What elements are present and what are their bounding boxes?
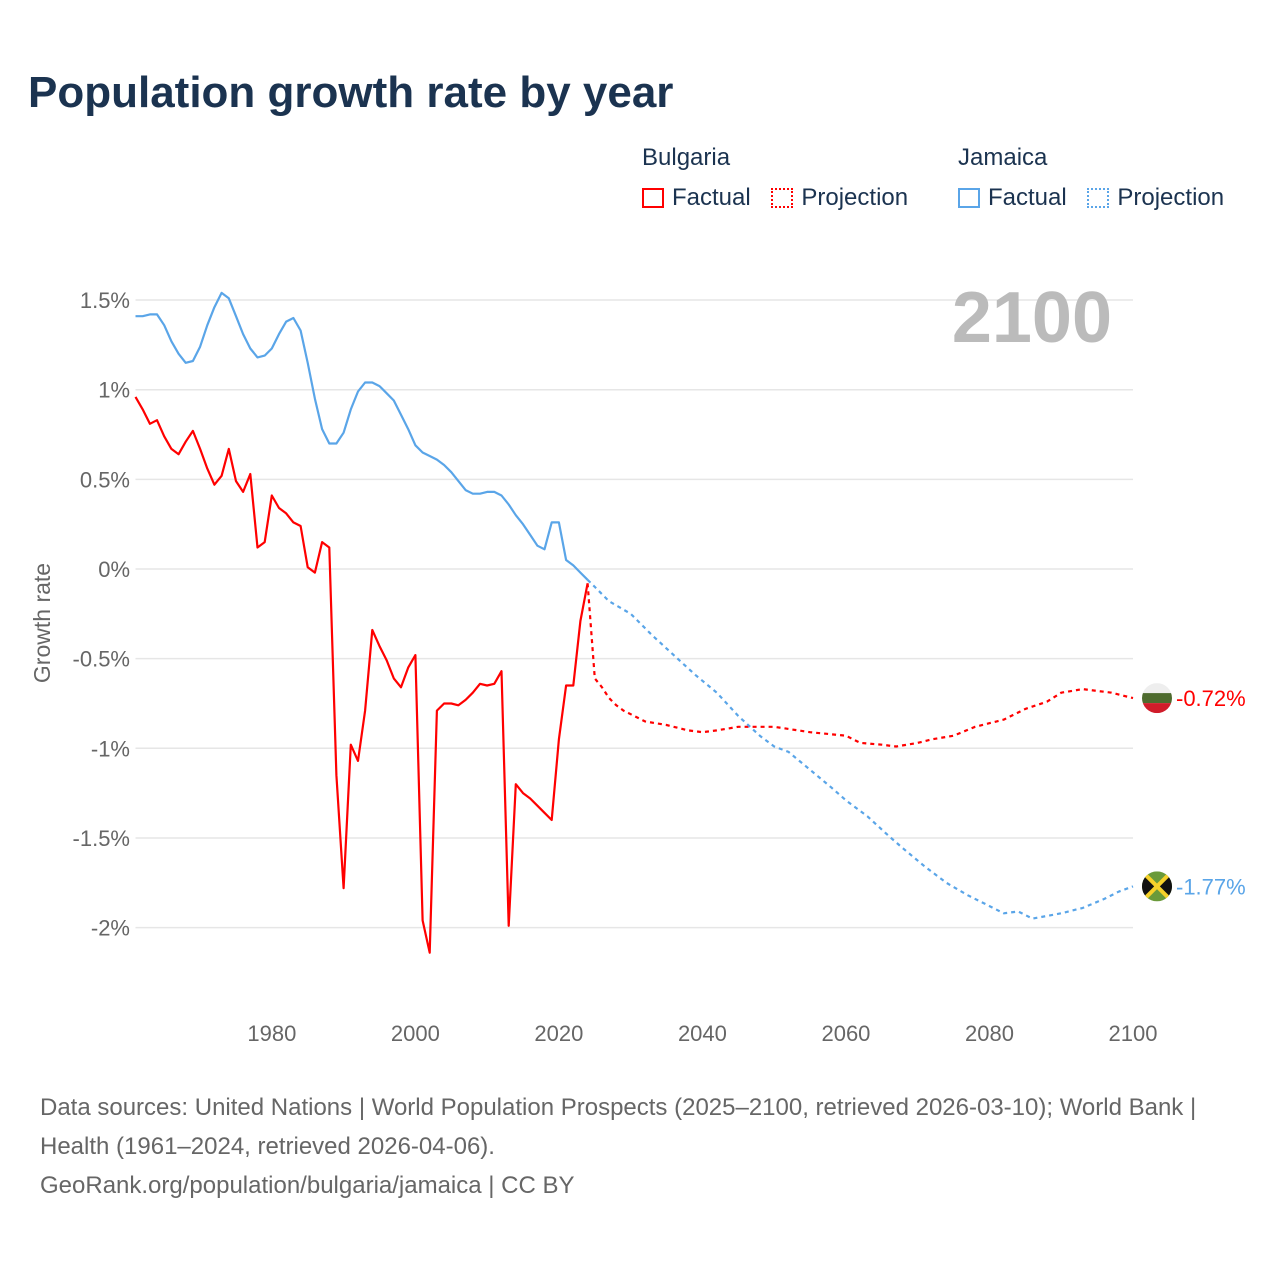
legend-label: Projection	[801, 184, 909, 211]
x-tick-label: 2100	[1109, 1021, 1158, 1046]
y-tick-label: -2%	[91, 916, 130, 941]
footer: Data sources: United Nations | World Pop…	[40, 1088, 1240, 1205]
legend-item-bulgaria-projection[interactable]: Projection	[771, 184, 908, 212]
legend-item-jamaica-projection[interactable]: Projection	[1087, 184, 1224, 212]
end-value-label: -1.77%	[1176, 874, 1246, 899]
series-line-bulgaria-factual	[134, 396, 589, 954]
y-tick-label: -1%	[91, 736, 130, 761]
y-tick-label: 1%	[98, 378, 130, 403]
series-line-jamaica-factual	[135, 291, 589, 581]
legend-label: Projection	[1117, 184, 1225, 211]
legend-label: Factual	[988, 184, 1067, 211]
legend-item-jamaica-factual[interactable]: Factual	[958, 184, 1067, 212]
legend-group-jamaica: Jamaica Factual Projection	[958, 144, 1238, 215]
flag-jamaica-icon	[1142, 871, 1172, 902]
legend-label: Factual	[672, 184, 751, 211]
y-tick-label: -0.5%	[73, 647, 130, 672]
legend-swatch-solid	[958, 188, 980, 208]
legend-swatch-dotted	[1087, 188, 1110, 208]
y-tick-label: 0%	[98, 557, 130, 582]
legend-group-bulgaria: Bulgaria Factual Projection	[642, 144, 922, 215]
source-url[interactable]: GeoRank.org/population/bulgaria/jamaica …	[40, 1172, 575, 1199]
x-tick-label: 2060	[821, 1021, 870, 1046]
y-tick-label: 1.5%	[80, 288, 130, 313]
x-tick-label: 2080	[965, 1021, 1014, 1046]
chart-plot: 1.5% 1% 0.5% 0% -0.5% -1% -1.5% -2% 1980 2000 2020…	[29, 278, 1246, 1046]
x-tick-label: 2040	[678, 1021, 727, 1046]
legend-item-bulgaria-factual[interactable]: Factual	[642, 184, 751, 212]
y-axis-label: Growth rate	[29, 563, 55, 683]
y-tick-label: -1.5%	[73, 826, 130, 851]
end-value-label: -0.72%	[1176, 686, 1246, 711]
series-line-bulgaria-projection	[586, 583, 1134, 748]
data-sources: Data sources: United Nations | World Pop…	[40, 1094, 1197, 1160]
year-watermark: 2100	[952, 278, 1112, 358]
y-tick-label: 0.5%	[80, 467, 130, 492]
legend-swatch-solid	[642, 188, 664, 208]
chart-title: Population growth rate by year	[28, 68, 674, 117]
series-line-jamaica-projection	[586, 579, 1134, 920]
legend-group-name: Jamaica	[958, 144, 1048, 171]
x-tick-label: 2020	[534, 1021, 583, 1046]
flag-bulgaria-icon	[1142, 683, 1172, 714]
x-tick-label: 2000	[391, 1021, 440, 1046]
legend-swatch-dotted	[771, 188, 794, 208]
x-tick-label: 1980	[247, 1021, 296, 1046]
legend-group-name: Bulgaria	[642, 144, 731, 171]
